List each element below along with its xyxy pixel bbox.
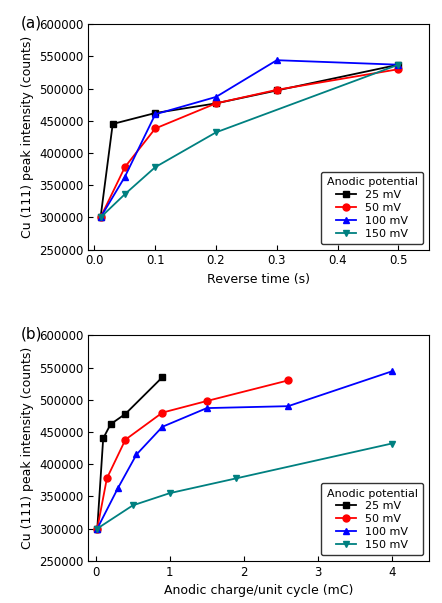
50 mV	[104, 475, 110, 482]
100 mV	[213, 93, 219, 101]
150 mV	[95, 525, 100, 532]
100 mV	[160, 423, 165, 431]
50 mV	[123, 436, 128, 443]
100 mV	[115, 484, 121, 491]
50 mV	[204, 397, 210, 405]
100 mV	[396, 61, 401, 68]
150 mV	[396, 61, 401, 68]
Line: 50 mV: 50 mV	[97, 66, 402, 221]
Line: 50 mV: 50 mV	[94, 377, 292, 532]
Legend: 25 mV, 50 mV, 100 mV, 150 mV: 25 mV, 50 mV, 100 mV, 150 mV	[321, 172, 423, 244]
100 mV	[274, 57, 279, 64]
50 mV	[286, 377, 291, 384]
25 mV	[123, 410, 128, 417]
50 mV	[274, 86, 279, 93]
Line: 150 mV: 150 mV	[94, 440, 395, 532]
100 mV	[122, 173, 128, 180]
25 mV	[100, 435, 106, 442]
100 mV	[134, 451, 139, 458]
50 mV	[98, 214, 103, 221]
Y-axis label: Cu (111) peak intensity (counts): Cu (111) peak intensity (counts)	[21, 36, 34, 238]
25 mV	[274, 87, 279, 94]
150 mV	[122, 191, 128, 198]
100 mV	[98, 214, 103, 221]
150 mV	[389, 440, 394, 447]
25 mV	[160, 373, 165, 380]
150 mV	[213, 128, 219, 136]
150 mV	[130, 502, 135, 509]
50 mV	[122, 163, 128, 171]
50 mV	[160, 409, 165, 416]
150 mV	[167, 490, 172, 497]
Line: 25 mV: 25 mV	[97, 62, 402, 221]
25 mV	[396, 61, 401, 68]
100 mV	[204, 405, 210, 412]
Line: 25 mV: 25 mV	[94, 374, 166, 532]
25 mV	[98, 214, 103, 221]
150 mV	[152, 163, 158, 171]
100 mV	[95, 525, 100, 532]
25 mV	[95, 525, 100, 532]
100 mV	[286, 403, 291, 410]
X-axis label: Anodic charge/unit cycle (mC): Anodic charge/unit cycle (mC)	[164, 584, 353, 597]
50 mV	[95, 525, 100, 532]
25 mV	[110, 121, 115, 128]
Text: (a): (a)	[20, 15, 42, 30]
50 mV	[213, 99, 219, 107]
150 mV	[234, 475, 239, 482]
Y-axis label: Cu (111) peak intensity (counts): Cu (111) peak intensity (counts)	[21, 347, 34, 549]
Line: 100 mV: 100 mV	[94, 368, 395, 532]
Legend: 25 mV, 50 mV, 100 mV, 150 mV: 25 mV, 50 mV, 100 mV, 150 mV	[321, 483, 423, 555]
25 mV	[213, 99, 219, 107]
Line: 150 mV: 150 mV	[97, 62, 402, 221]
100 mV	[152, 111, 158, 118]
150 mV	[98, 214, 103, 221]
25 mV	[108, 420, 113, 428]
X-axis label: Reverse time (s): Reverse time (s)	[207, 273, 310, 286]
Text: (b): (b)	[20, 326, 42, 341]
50 mV	[396, 66, 401, 73]
Line: 100 mV: 100 mV	[97, 57, 402, 221]
25 mV	[152, 109, 158, 116]
100 mV	[389, 368, 394, 375]
50 mV	[152, 125, 158, 132]
